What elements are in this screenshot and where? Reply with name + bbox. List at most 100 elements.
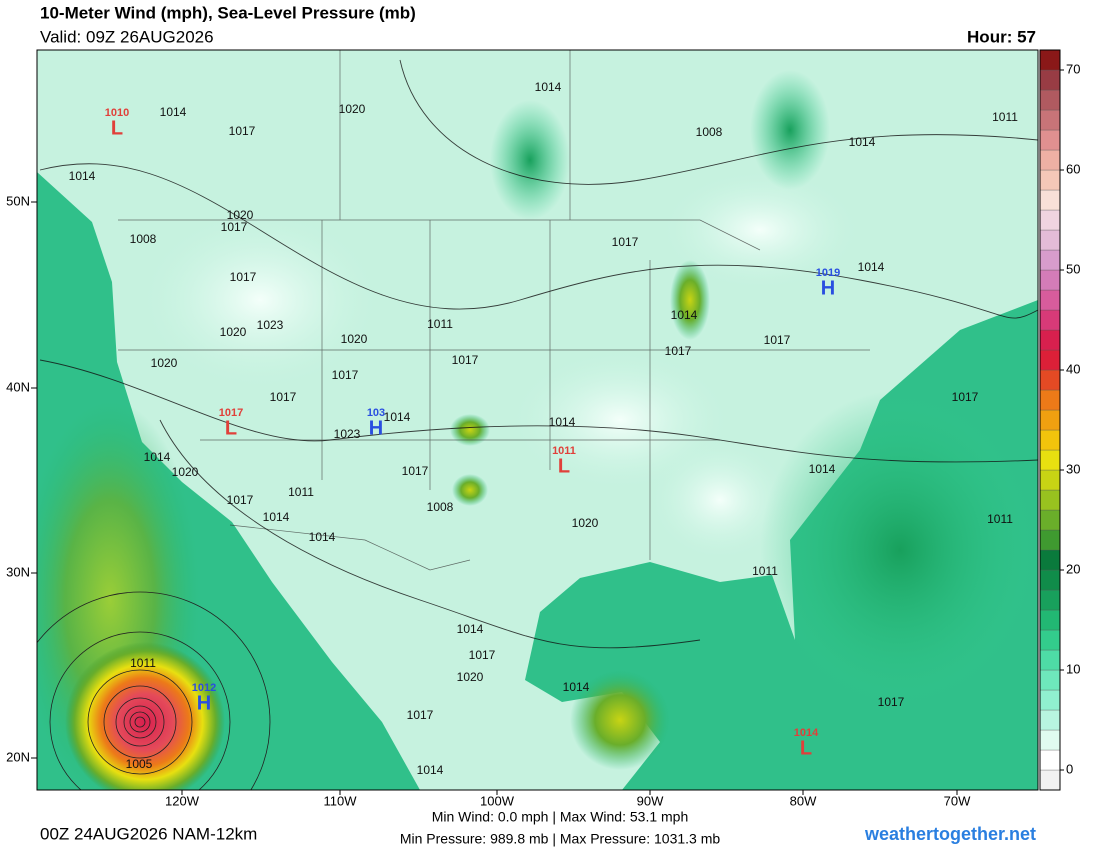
colorbar-swatch: [1039, 349, 1061, 371]
colorbar-swatch: [1039, 689, 1061, 711]
colorbar-swatch: [1039, 189, 1061, 211]
forecast-hour: Hour: 57: [967, 27, 1036, 46]
isobar-label: 1008: [427, 500, 454, 514]
website: weathertogether.net: [864, 824, 1036, 844]
longitude-label: 110W: [324, 793, 358, 808]
isobar-label: 1017: [230, 270, 257, 284]
latitude-label: 20N: [6, 749, 30, 764]
isobar-label: 1017: [764, 333, 791, 347]
wind-area: [760, 390, 1038, 710]
colorbar-swatch: [1039, 129, 1061, 151]
colorbar-swatch: [1039, 229, 1061, 251]
colorbar-tick-label: 30: [1066, 461, 1080, 476]
isobar-label: 1017: [332, 368, 359, 382]
colorbar-swatch: [1039, 649, 1061, 671]
isobar-label: 1014: [417, 763, 444, 777]
colorbar-swatch: [1039, 289, 1061, 311]
hurricane-winds: [65, 642, 225, 790]
isobar-label: 1014: [69, 169, 96, 183]
colorbar-swatch: [1039, 569, 1061, 591]
colorbar-swatch: [1039, 49, 1061, 71]
pressure-center-letter: L: [111, 117, 123, 139]
colorbar-swatch: [1039, 729, 1061, 751]
colorbar-swatch: [1039, 589, 1061, 611]
longitude-label: 120W: [165, 793, 200, 808]
colorbar-swatch: [1039, 369, 1061, 391]
isobar-label: 1014: [809, 462, 836, 476]
longitude-label: 70W: [944, 793, 971, 808]
isobar-label: 1014: [263, 510, 290, 524]
colorbar-swatch: [1039, 329, 1061, 351]
isobar-label: 1020: [457, 670, 484, 684]
isobar-label: 1014: [457, 622, 484, 636]
colorbar-swatch: [1039, 109, 1061, 131]
isobar-label: 1017: [952, 390, 979, 404]
isobar-label: 1014: [858, 260, 885, 274]
isobar-label: 1014: [160, 105, 187, 119]
colorbar-swatch: [1039, 209, 1061, 231]
pressure-center-value: 103: [367, 407, 385, 419]
isobar-label: 1017: [469, 648, 496, 662]
colorbar-swatch: [1039, 409, 1061, 431]
isobar-label: 1011: [130, 656, 156, 670]
latitude-label: 40N: [6, 379, 30, 394]
isobar-label: 1017: [407, 708, 434, 722]
isobar-label: 1023: [257, 318, 284, 332]
model-run: 00Z 24AUG2026 NAM-12km: [40, 824, 257, 843]
calm-area: [660, 170, 860, 290]
longitude-label: 100W: [480, 793, 515, 808]
colorbar-swatch: [1039, 769, 1061, 791]
colorbar-swatch: [1039, 69, 1061, 91]
colorbar-frame: [1039, 49, 1061, 791]
colorbar-tick-label: 70: [1066, 61, 1080, 76]
isobar-label: 1011: [992, 110, 1018, 124]
colorbar-swatch: [1039, 449, 1061, 471]
isobar-label: 1017: [221, 220, 248, 234]
colorbar-swatch: [1039, 149, 1061, 171]
isobar-label: 1017: [665, 344, 692, 358]
pressure-center-letter: L: [225, 417, 237, 439]
isobar-label: 1020: [572, 516, 599, 530]
valid-time: Valid: 09Z 26AUG2026: [40, 27, 214, 46]
isobar-label: 1014: [384, 410, 411, 424]
isobar-label: 1017: [229, 124, 256, 138]
latitude-label: 30N: [6, 564, 30, 579]
isobar-label: 1017: [452, 353, 479, 367]
pressure-center-letter: L: [800, 737, 812, 759]
pressure-center-value: 1014: [794, 727, 819, 739]
colorbar-tick-label: 50: [1066, 261, 1080, 276]
colorbar: 0 10 20 30 40 50 60 70: [1039, 49, 1080, 791]
isobar-label: 1020: [227, 208, 254, 222]
colorbar-tick-label: 20: [1066, 561, 1080, 576]
pressure-center-letter: H: [197, 692, 211, 714]
pressure-center-letter: H: [821, 277, 835, 299]
colorbar-swatch: [1039, 489, 1061, 511]
colorbar-swatch: [1039, 629, 1061, 651]
colorbar-swatch: [1039, 549, 1061, 571]
colorbar-swatch: [1039, 309, 1061, 331]
pressure-center-letter: H: [369, 417, 383, 439]
isobar-label: 1014: [849, 135, 876, 149]
wind-range: Min Wind: 0.0 mph | Max Wind: 53.1 mph: [432, 809, 689, 825]
calm-area: [140, 210, 380, 390]
wind-area: [670, 260, 710, 340]
pressure-range: Min Pressure: 989.8 mb | Max Pressure: 1…: [400, 831, 721, 847]
colorbar-tick-label: 60: [1066, 161, 1080, 176]
colorbar-swatch: [1039, 509, 1061, 531]
colorbar-tick-label: 40: [1066, 361, 1080, 376]
isobar-label: 1020: [220, 325, 247, 339]
isobar-label: 1014: [549, 415, 576, 429]
wind-area: [750, 70, 830, 190]
isobar-label: 1017: [227, 493, 254, 507]
isobar-label: 1011: [987, 512, 1013, 526]
longitude-label: 80W: [790, 793, 817, 808]
isobar-label: 1011: [288, 485, 314, 499]
colorbar-swatch: [1039, 609, 1061, 631]
wind-area: [490, 100, 570, 220]
borders: [118, 50, 870, 571]
isobar-label: 1011: [427, 317, 453, 331]
isobar-label: 1005: [126, 757, 153, 771]
isobar-label: 1020: [151, 356, 178, 370]
